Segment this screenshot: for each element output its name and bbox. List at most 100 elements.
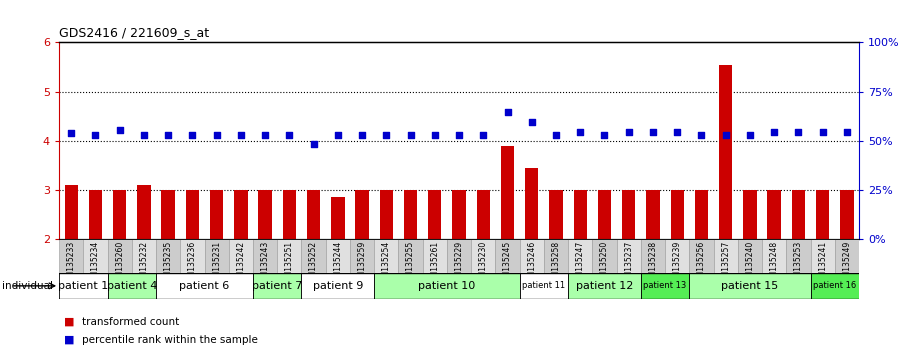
Bar [185,190,199,239]
Point [64,131,78,136]
Bar [107,273,156,299]
Point [524,119,539,125]
Text: GSM135250: GSM135250 [600,241,609,287]
Bar [350,239,375,273]
Point [549,132,564,138]
Text: ■: ■ [64,335,75,345]
Point [743,132,757,138]
Text: GSM135259: GSM135259 [357,241,366,287]
Bar [84,239,107,273]
Text: GSM135232: GSM135232 [139,241,148,287]
Bar [840,190,854,239]
Text: GSM135251: GSM135251 [285,241,294,287]
Bar [719,64,733,239]
Bar [156,273,253,299]
Bar [476,190,490,239]
Bar [811,273,859,299]
Text: GSM135237: GSM135237 [624,241,634,287]
Bar [235,190,247,239]
Point [815,129,830,135]
Bar [786,239,811,273]
Text: patient 11: patient 11 [523,281,565,290]
Text: patient 10: patient 10 [418,281,475,291]
Bar [762,239,786,273]
Point [718,132,733,138]
Bar [380,190,393,239]
Point [427,132,442,138]
Text: GSM135239: GSM135239 [673,241,682,287]
Text: GSM135233: GSM135233 [66,241,75,287]
Bar [714,239,738,273]
Text: GSM135253: GSM135253 [794,241,803,287]
Text: GSM135255: GSM135255 [406,241,415,287]
Text: patient 12: patient 12 [575,281,634,291]
Bar [520,273,568,299]
Bar [302,239,325,273]
Bar [180,239,205,273]
Point [791,129,805,135]
Text: patient 7: patient 7 [252,281,303,291]
Text: GSM135244: GSM135244 [334,241,343,287]
Point [500,109,514,115]
Text: GSM135236: GSM135236 [188,241,197,287]
Bar [694,190,708,239]
Point [452,132,466,138]
Point [767,129,782,135]
Bar [501,145,514,239]
Text: ■: ■ [64,317,75,327]
Bar [738,239,762,273]
Bar [549,190,563,239]
Point [573,129,587,135]
Bar [355,190,369,239]
Bar [641,273,689,299]
Bar [283,190,296,239]
Bar [205,239,229,273]
Bar [398,239,423,273]
Bar [525,168,538,239]
Text: percentile rank within the sample: percentile rank within the sample [82,335,257,345]
Text: patient 9: patient 9 [313,281,363,291]
Text: GSM135242: GSM135242 [236,241,245,287]
Bar [65,185,78,239]
Point [113,127,127,133]
Text: GSM135245: GSM135245 [503,241,512,287]
Bar [646,190,660,239]
Text: GSM135234: GSM135234 [91,241,100,287]
Text: GSM135241: GSM135241 [818,241,827,287]
Point [379,132,394,138]
Text: GSM135243: GSM135243 [261,241,270,287]
Bar [453,190,465,239]
Text: GSM135231: GSM135231 [212,241,221,287]
Bar [137,185,151,239]
Text: GSM135229: GSM135229 [454,241,464,287]
Text: GSM135254: GSM135254 [382,241,391,287]
Bar [107,239,132,273]
Bar [616,239,641,273]
Text: GSM135238: GSM135238 [648,241,657,287]
Text: GSM135230: GSM135230 [479,241,488,287]
Bar [622,190,635,239]
Bar [404,190,417,239]
Bar [162,190,175,239]
Bar [210,190,224,239]
Bar [641,239,665,273]
Point [622,129,636,135]
Bar [89,190,102,239]
Text: patient 1: patient 1 [58,281,108,291]
Point [306,141,321,147]
Bar [59,239,84,273]
Bar [689,239,714,273]
Point [234,132,248,138]
Text: GSM135240: GSM135240 [745,241,754,287]
Bar [375,273,520,299]
Point [136,132,151,138]
Text: individual: individual [2,281,53,291]
Point [282,132,296,138]
Text: patient 13: patient 13 [644,281,686,290]
Point [161,132,175,138]
Text: GSM135248: GSM135248 [770,241,779,287]
Bar [811,239,834,273]
Bar [767,190,781,239]
Point [355,132,369,138]
Point [597,132,612,138]
